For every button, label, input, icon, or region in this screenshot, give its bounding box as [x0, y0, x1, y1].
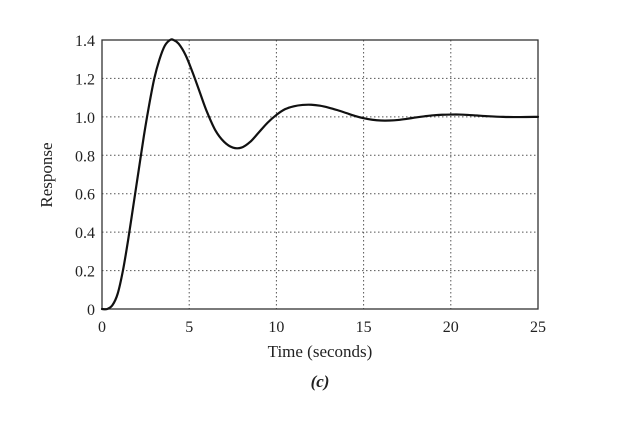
- x-tick-label: 0: [98, 319, 106, 336]
- x-tick-label: 10: [268, 319, 284, 336]
- y-tick-label: 0.8: [75, 148, 95, 165]
- y-tick-label: 1.0: [75, 110, 95, 127]
- x-tick-label: 5: [185, 319, 193, 336]
- y-axis-tick-labels: 0 0.2 0.4 0.6 0.8 1.0 1.2 1.4: [75, 33, 95, 319]
- y-tick-label: 0.6: [75, 187, 95, 204]
- y-tick-label: 0: [87, 302, 95, 319]
- x-tick-label: 15: [356, 319, 372, 336]
- figure-caption: (c): [311, 372, 330, 391]
- x-tick-label: 20: [443, 319, 459, 336]
- y-tick-label: 1.4: [75, 33, 95, 50]
- y-tick-label: 1.2: [75, 71, 95, 88]
- y-tick-label: 0.4: [75, 225, 95, 242]
- y-axis-label: Response: [37, 142, 56, 207]
- x-axis-label: Time (seconds): [268, 342, 373, 361]
- response-curve: [100, 38, 540, 311]
- plot-area-frame: [101, 39, 539, 310]
- y-tick-label: 0.2: [75, 264, 95, 281]
- grid-lines: [102, 40, 538, 309]
- x-tick-label: 25: [530, 319, 546, 336]
- x-axis-tick-labels: 0 5 10 15 20 25: [98, 319, 546, 336]
